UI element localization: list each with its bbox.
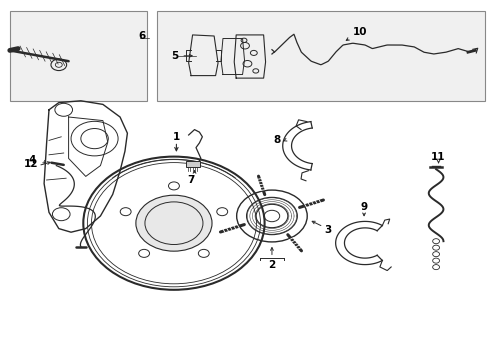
Text: 4: 4: [28, 155, 36, 165]
Circle shape: [217, 208, 228, 216]
Text: 11: 11: [431, 152, 446, 162]
Text: 9: 9: [361, 202, 368, 212]
Text: 5: 5: [171, 51, 178, 61]
Text: 8: 8: [273, 135, 280, 145]
Text: 10: 10: [353, 27, 368, 37]
Text: 1: 1: [173, 132, 180, 142]
Text: 2: 2: [269, 260, 275, 270]
Circle shape: [169, 182, 179, 190]
Circle shape: [136, 195, 212, 251]
Bar: [10, 11, 147, 101]
Circle shape: [198, 249, 209, 257]
Circle shape: [120, 208, 131, 216]
Text: 3: 3: [325, 225, 332, 235]
Text: 12: 12: [24, 159, 38, 169]
Bar: [157, 11, 485, 101]
Circle shape: [139, 249, 149, 257]
Text: 6: 6: [139, 31, 146, 41]
Bar: [186, 161, 200, 167]
Text: 7: 7: [187, 175, 195, 185]
